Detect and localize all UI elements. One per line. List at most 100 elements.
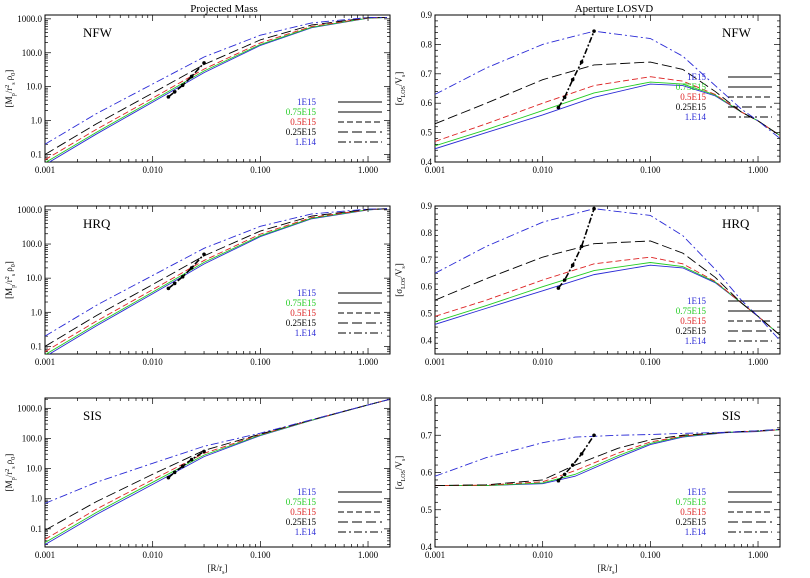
y-tick-label: 0.1 (31, 524, 42, 534)
marker-point (556, 478, 561, 483)
y-tick-label: 0.4 (421, 542, 433, 552)
marker-point (189, 74, 194, 79)
marker-point (570, 263, 575, 268)
y-axis-label: [Mp​/r2s​ ρ0​] (4, 70, 17, 108)
legend-label: 1.E14 (295, 137, 317, 147)
legend-label: 0.75E15 (676, 497, 707, 507)
series-line-0.75E15 (435, 262, 780, 336)
x-tick-label: 0.001 (35, 357, 55, 367)
y-tick-label: 0.4 (421, 336, 433, 346)
x-tick-label: 0.010 (533, 357, 554, 367)
legend-label: 0.75E15 (286, 497, 317, 507)
marker-point (172, 90, 177, 94)
legend-label: 0.25E15 (676, 326, 707, 336)
y-tick-label: 10.0 (26, 82, 42, 92)
series-line-0.25E15 (45, 17, 387, 155)
marker-point (202, 61, 206, 65)
legend-label: 0.75E15 (286, 107, 317, 117)
x-tick-label: 1.000 (748, 357, 769, 367)
marker-point (592, 206, 596, 211)
y-tick-label: 0.6 (421, 282, 433, 292)
marker-point (562, 278, 567, 282)
legend-label: 0.5E15 (290, 507, 316, 517)
legend-label: 1E15 (297, 487, 316, 497)
y-tick-label: 0.1 (31, 149, 42, 159)
chart-panel-2: 0.001 0.010 0.100 1.000 0.4 0.5 0.6 0.7 0.8 0.9 [σ… (394, 10, 781, 175)
y-tick-label: 0.9 (421, 201, 433, 211)
legend-label: 0.75E15 (286, 298, 317, 308)
series-line-0.5E15 (435, 256, 780, 336)
series-line-1E15 (435, 83, 780, 150)
y-axis-label: [σLOS​/Vs​] (394, 72, 407, 106)
y-axis-label: [Mp​/r2s​ ρ0​] (4, 454, 17, 492)
panel-label: HRQ (83, 216, 111, 231)
y-tick-label: 0.9 (421, 10, 433, 20)
legend-label: 1.E14 (685, 112, 707, 122)
x-tick-label: 0.001 (35, 165, 55, 175)
column-title-right: Aperture LOSVD (575, 3, 654, 15)
x-tick-label: 0.100 (250, 357, 271, 367)
series-lines (435, 206, 780, 341)
y-tick-label: 1000.0 (17, 205, 42, 215)
marker-point (556, 105, 561, 110)
legend-label: 1E15 (297, 97, 316, 107)
marker-point (556, 286, 561, 290)
marker-point (579, 60, 584, 64)
y-tick-label: 0.5 (421, 505, 433, 515)
y-tick-label: 0.7 (421, 69, 433, 79)
x-axis-label: [R/rs​] (598, 563, 618, 576)
y-tick-label: 1000.0 (17, 403, 42, 413)
legend-label: 1.E14 (685, 336, 707, 346)
marker-point (562, 472, 567, 477)
marker-track-line (167, 62, 205, 98)
y-tick-label: 0.8 (421, 228, 433, 238)
x-tick-label: 1.000 (358, 550, 379, 560)
series-line-0.25E15 (45, 398, 390, 531)
x-tick-label: 0.001 (35, 550, 55, 560)
x-tick-label: 1.000 (358, 357, 379, 367)
y-tick-label: 1000.0 (17, 14, 42, 24)
y-tick-label: 0.6 (421, 468, 433, 478)
x-tick-label: 0.100 (640, 550, 661, 560)
marker-point (570, 77, 575, 82)
legend-label: 0.5E15 (290, 308, 316, 318)
legend-label: 0.5E15 (680, 92, 706, 102)
x-tick-label: 1.000 (748, 165, 769, 175)
y-tick-label: 1.0 (31, 307, 43, 317)
x-tick-label: 0.010 (143, 357, 164, 367)
marker-point (172, 281, 177, 286)
x-tick-label: 0.010 (533, 550, 554, 560)
marker-point (166, 95, 171, 99)
series-lines (45, 208, 388, 354)
x-tick-label: 0.010 (533, 165, 554, 175)
panel-label: HRQ (722, 216, 750, 231)
y-tick-label: 0.4 (421, 157, 433, 167)
series-line-1.E14 (435, 428, 780, 477)
series-lines (435, 29, 780, 150)
legend-label: 1.E14 (295, 328, 317, 338)
marker-point (189, 457, 194, 462)
series-lines (435, 428, 780, 486)
marker-point (579, 244, 584, 249)
series-line-1.E14 (45, 17, 387, 145)
series-lines (45, 17, 387, 162)
y-tick-label: 10.0 (26, 464, 42, 474)
legend-label: 0.75E15 (676, 306, 707, 316)
x-tick-label: 0.100 (640, 357, 661, 367)
series-line-0.25E15 (45, 208, 387, 347)
marker-point (562, 95, 567, 100)
y-tick-label: 0.5 (421, 128, 433, 138)
marker-point (180, 83, 185, 88)
series-line-1.E14 (435, 30, 780, 139)
legend-label: 1.E14 (295, 527, 317, 537)
marker-point (202, 449, 206, 454)
series-line-0.25E15 (435, 61, 780, 136)
marker-point (166, 475, 171, 480)
marker-point (202, 252, 206, 257)
legend-label: 1E15 (687, 72, 706, 82)
chart-panel-5: 0.001 0.010 0.100 1.000 0.1 1.0 10.0 100.0 1000.… (4, 397, 391, 576)
